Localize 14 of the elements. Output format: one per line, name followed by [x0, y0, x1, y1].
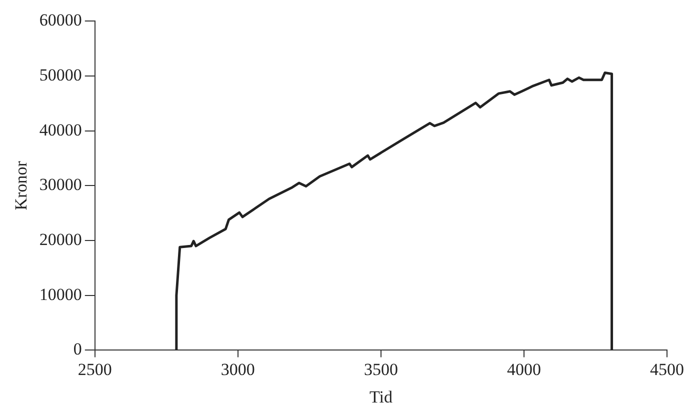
x-tick-label: 3000 [220, 360, 255, 379]
x-tick-label: 3500 [364, 360, 398, 379]
y-tick-label: 20000 [39, 230, 82, 249]
y-tick-label: 40000 [39, 120, 82, 140]
y-tick-label: 60000 [39, 10, 82, 30]
y-tick-label: 10000 [39, 284, 82, 304]
x-tick-label: 4000 [506, 360, 541, 379]
y-tick-label: 0 [73, 340, 82, 359]
x-tick-label: 2500 [78, 360, 112, 379]
y-tick-label: 30000 [39, 175, 82, 194]
x-tick-label: 4500 [650, 360, 684, 379]
x-axis-title: Tid [369, 387, 393, 406]
y-tick-label: 50000 [39, 66, 82, 84]
y-axis-title: Kronor [12, 160, 31, 210]
